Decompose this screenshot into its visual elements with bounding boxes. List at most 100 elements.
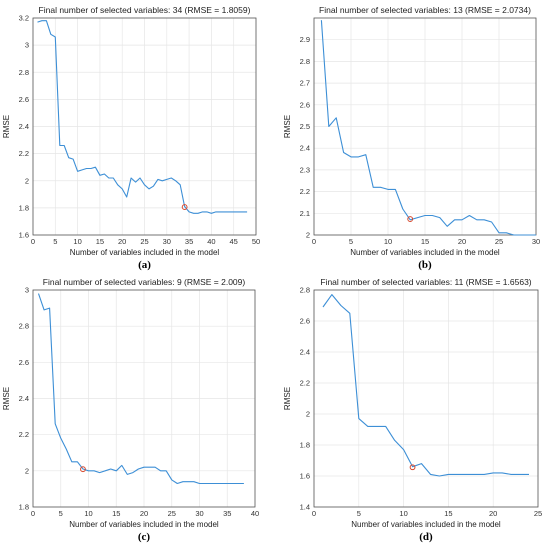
y-tick-label: 2.2: [19, 149, 29, 158]
y-tick-label: 2.6: [300, 100, 310, 109]
y-axis-label: RMSE: [2, 115, 11, 138]
x-axis-label: Number of variables included in the mode…: [350, 248, 500, 257]
y-tick-label: 2: [25, 466, 29, 475]
x-tick-label: 20: [489, 509, 497, 518]
x-axis-label: Number of variables included in the mode…: [70, 248, 220, 257]
x-tick-label: 20: [118, 237, 126, 246]
x-tick-label: 5: [357, 509, 361, 518]
axes-frame: [32, 289, 256, 508]
y-tick-label: 2.2: [300, 379, 310, 388]
x-tick-label: 10: [84, 509, 92, 518]
x-tick-label: 20: [458, 237, 466, 246]
x-tick-label: 40: [207, 237, 215, 246]
y-tick-label: 2.8: [300, 286, 310, 295]
x-tick-label: 50: [252, 237, 260, 246]
y-axis-label: RMSE: [2, 387, 11, 410]
axes-frame: [32, 17, 257, 236]
x-tick-label: 20: [140, 509, 148, 518]
y-tick-label: 2.4: [19, 122, 29, 131]
panel-label: (a): [138, 259, 151, 271]
x-axis-label: Number of variables included in the mode…: [351, 520, 501, 529]
x-tick-label: 0: [312, 509, 316, 518]
plot-area: [314, 290, 538, 507]
y-tick-label: 1.8: [19, 203, 29, 212]
y-tick-label: 1.6: [19, 231, 29, 240]
y-tick-label: 2: [25, 176, 29, 185]
y-axis-label: RMSE: [283, 387, 292, 410]
x-tick-label: 0: [31, 237, 35, 246]
y-tick-label: 2.3: [300, 165, 310, 174]
x-tick-label: 45: [230, 237, 238, 246]
panel-label: (d): [419, 531, 433, 543]
x-tick-label: 10: [73, 237, 81, 246]
x-tick-label: 10: [384, 237, 392, 246]
selected-point-marker: [181, 204, 188, 210]
rmse-series-line: [322, 294, 529, 477]
x-tick-label: 5: [53, 237, 57, 246]
y-tick-label: 2.6: [19, 358, 29, 367]
x-tick-label: 15: [96, 237, 104, 246]
x-axis-label: Number of variables included in the mode…: [69, 520, 219, 529]
y-tick-label: 3: [25, 286, 29, 295]
y-tick-label: 3.2: [19, 14, 29, 23]
axes-frame: [313, 289, 539, 508]
chart-panel-2: 0 5 10 15 20 25 30 2 2.1 2.2 2.3 2.4 2.5 2.6 2.7 2.8 2.9…: [283, 5, 540, 271]
x-tick-label: 0: [31, 509, 35, 518]
x-tick-label: 35: [185, 237, 193, 246]
y-tick-label: 2.8: [19, 322, 29, 331]
x-tick-label: 15: [112, 509, 120, 518]
chart-panel-3: 0 5 10 15 20 25 30 35 40 1.8 2 2.2 2.4 2.6 2.8 3 Final n…: [2, 277, 259, 543]
selected-point-marker: [409, 464, 416, 471]
x-tick-label: 40: [251, 509, 259, 518]
y-tick-label: 2: [306, 410, 310, 419]
chart-panel-4: 0 5 10 15 20 25 1.4 1.6 1.8 2 2.2 2.4 2.6 2.8 Final nu…: [283, 277, 542, 543]
rmse-series-line: [320, 20, 536, 236]
rmse-series-line: [37, 293, 244, 485]
x-tick-label: 0: [312, 237, 316, 246]
x-tick-label: 25: [495, 237, 503, 246]
rmse-series-line: [37, 20, 248, 214]
panel-label: (c): [138, 531, 151, 543]
y-tick-label: 2.2: [19, 430, 29, 439]
y-tick-label: 2.8: [19, 68, 29, 77]
y-tick-label: 1.8: [19, 503, 29, 512]
x-tick-label: 15: [444, 509, 452, 518]
x-tick-label: 15: [421, 237, 429, 246]
y-tick-label: 2.4: [300, 144, 310, 153]
y-tick-label: 2.4: [300, 348, 310, 357]
y-tick-label: 2.6: [19, 95, 29, 104]
y-tick-label: 2.8: [300, 57, 310, 66]
y-tick-label: 1.6: [300, 472, 310, 481]
x-tick-label: 25: [140, 237, 148, 246]
y-tick-label: 3: [25, 41, 29, 50]
x-tick-label: 30: [163, 237, 171, 246]
y-tick-label: 2.9: [300, 35, 310, 44]
chart-title: Final number of selected variables: 34 (…: [39, 5, 251, 15]
x-tick-label: 25: [534, 509, 542, 518]
y-tick-label: 2.2: [300, 187, 310, 196]
x-tick-label: 5: [349, 237, 353, 246]
selected-point-marker: [407, 216, 414, 222]
panel-label: (b): [418, 259, 432, 271]
y-tick-label: 2: [306, 231, 310, 240]
y-tick-label: 2.4: [19, 394, 29, 403]
y-axis-label: RMSE: [283, 115, 292, 138]
y-tick-label: 2.6: [300, 317, 310, 326]
chart-panel-1: 0 5 10 15 20 25 30 35 40 45 50 1.6 1.8 2 2.2 2.4 2.6 2.8 3…: [2, 5, 260, 271]
y-tick-label: 1.4: [300, 503, 310, 512]
y-tick-label: 2.7: [300, 79, 310, 88]
x-tick-label: 10: [399, 509, 407, 518]
x-tick-label: 5: [59, 509, 63, 518]
y-tick-label: 2.1: [300, 209, 310, 218]
y-tick-label: 2.5: [300, 122, 310, 131]
chart-title: Final number of selected variables: 11 (…: [320, 277, 531, 287]
x-tick-label: 35: [223, 509, 231, 518]
x-tick-label: 30: [532, 237, 540, 246]
x-tick-label: 25: [168, 509, 176, 518]
x-tick-label: 30: [195, 509, 203, 518]
chart-title: Final number of selected variables: 13 (…: [319, 5, 531, 15]
y-tick-label: 1.8: [300, 441, 310, 450]
selected-point-marker: [80, 466, 86, 473]
axes-frame: [313, 17, 537, 236]
